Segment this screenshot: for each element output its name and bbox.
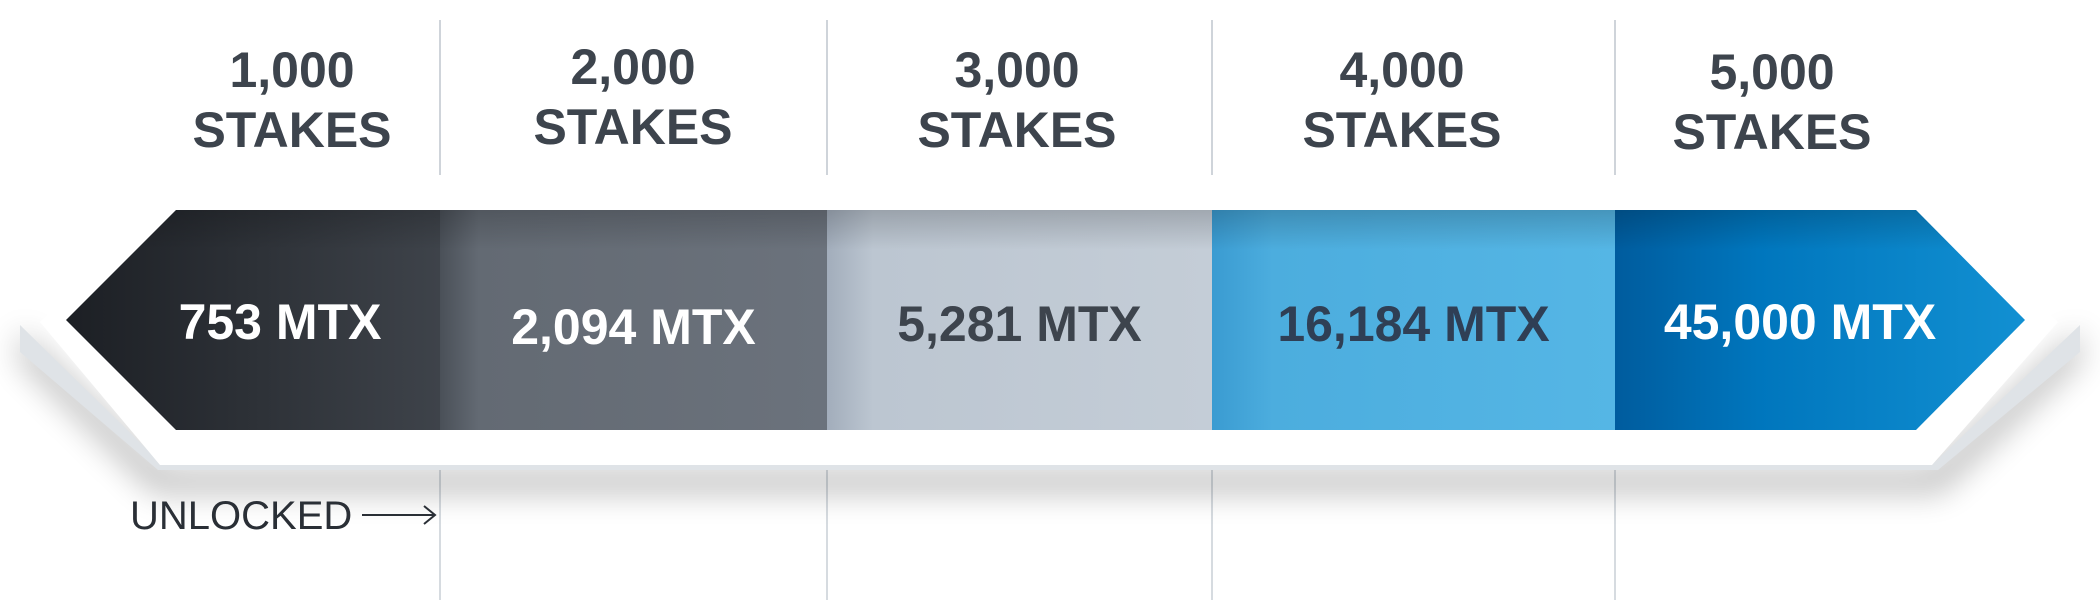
tier-stakes-count: 3,000 (954, 42, 1080, 98)
tier-stakes-unit: STAKES (1302, 102, 1502, 158)
unlocked-indicator: UNLOCKED (130, 488, 352, 544)
tier-stakes-count: 5,000 (1709, 44, 1835, 100)
tier-stakes-unit: STAKES (533, 99, 733, 155)
ribbon-top-shade (66, 210, 2025, 430)
tier-stakes-unit: STAKES (192, 102, 392, 158)
tier-header-2000: 2,000 STAKES (483, 37, 783, 157)
tier-header-1000: 1,000 STAKES (142, 40, 442, 160)
tier-stakes-unit: STAKES (917, 102, 1117, 158)
tier-reward-45000: 45,000 MTX (1663, 294, 1937, 350)
tier-stakes-count: 2,000 (570, 39, 696, 95)
tier-stakes-unit: STAKES (1672, 104, 1872, 160)
tier-segments (66, 210, 2025, 430)
tier-header-5000: 5,000 STAKES (1622, 42, 1922, 162)
ribbon-shadow (20, 325, 2080, 492)
tier-stakes-count: 1,000 (229, 42, 355, 98)
tier-reward-2094: 2,094 MTX (511, 299, 756, 355)
tier-header-3000: 3,000 STAKES (867, 40, 1167, 160)
unlocked-arrow-icon (362, 505, 437, 525)
tier-reward-16184: 16,184 MTX (1277, 296, 1550, 352)
unlocked-label: UNLOCKED (130, 494, 353, 538)
tier-reward-5281: 5,281 MTX (897, 296, 1142, 352)
tier-reward-753: 753 MTX (178, 294, 382, 350)
tier-stakes-count: 4,000 (1339, 42, 1465, 98)
tier-header-4000: 4,000 STAKES (1252, 40, 1552, 160)
